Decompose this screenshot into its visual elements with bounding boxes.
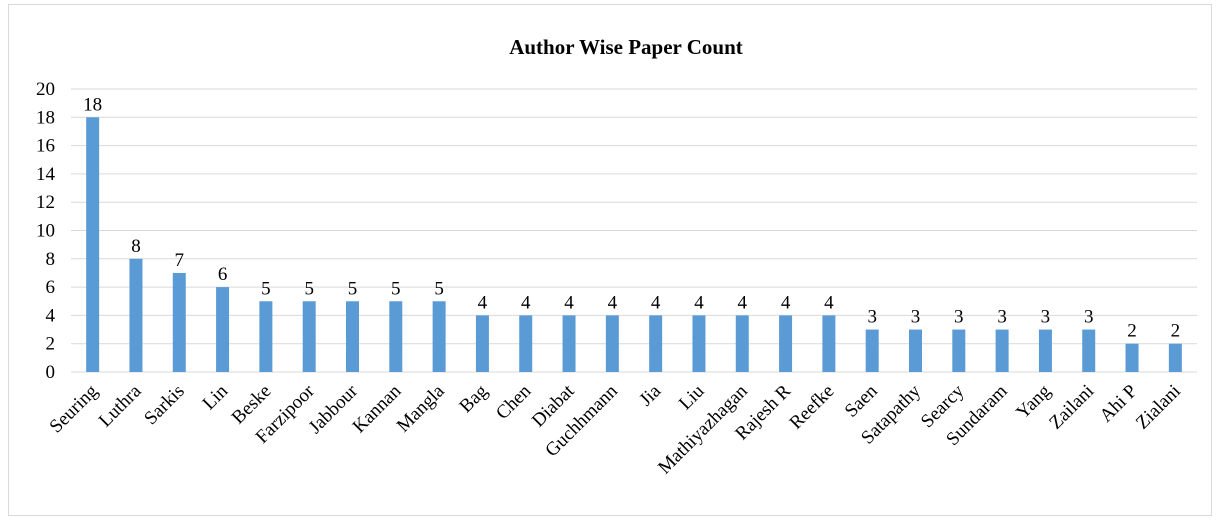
y-tick-label: 18 <box>36 107 55 128</box>
bar-beske <box>259 301 273 372</box>
bar-rajesh-r <box>779 315 793 372</box>
chart-title: Author Wise Paper Count <box>509 35 743 59</box>
y-tick-label: 20 <box>36 79 55 100</box>
bar-yang <box>1038 329 1052 372</box>
data-label: 4 <box>738 292 748 313</box>
data-label: 4 <box>781 292 791 313</box>
data-label: 4 <box>564 292 574 313</box>
data-label: 5 <box>348 278 358 299</box>
data-label: 4 <box>521 292 531 313</box>
bar-searcy <box>952 329 966 372</box>
data-label: 3 <box>1084 307 1094 328</box>
bar-kannan <box>389 301 403 372</box>
data-label: 3 <box>954 307 964 328</box>
y-tick-label: 16 <box>36 136 55 157</box>
data-label: 4 <box>651 292 661 313</box>
x-tick-label: Mangla <box>393 380 449 436</box>
bar-zialani <box>1168 343 1182 372</box>
data-label: 3 <box>1041 307 1051 328</box>
x-tick-label: Lin <box>199 380 233 414</box>
x-tick-label: Kannan <box>349 380 406 437</box>
bar-sarkis <box>172 272 186 372</box>
data-label: 2 <box>1127 321 1137 342</box>
data-label: 2 <box>1171 321 1181 342</box>
y-tick-label: 4 <box>46 305 56 326</box>
bar-mathiyazhagan <box>735 315 749 372</box>
y-tick-label: 12 <box>36 192 55 213</box>
y-tick-label: 0 <box>46 362 56 383</box>
bar-bag <box>475 315 489 372</box>
x-tick-label: Jabbour <box>305 380 363 438</box>
data-labels: 18 8 7 6 5 5 5 5 5 4 4 4 4 4 4 4 4 4 3 3 3 3 3 3 2 2 <box>83 94 1180 341</box>
x-tick-label: Bag <box>455 380 492 417</box>
bar-seuring <box>86 117 100 372</box>
data-label: 5 <box>261 278 271 299</box>
x-tick-label: Luthra <box>95 380 146 431</box>
data-label: 18 <box>83 94 102 115</box>
data-label: 5 <box>391 278 401 299</box>
y-tick-label: 14 <box>36 164 56 185</box>
bar-farzipoor <box>302 301 316 372</box>
bar-diabat <box>562 315 576 372</box>
bar-liu <box>692 315 706 372</box>
x-tick-label: Liu <box>675 380 709 414</box>
bar-reefke <box>822 315 836 372</box>
bar-sundaram <box>995 329 1009 372</box>
x-tick-label: Sarkis <box>140 381 188 429</box>
bar-saen <box>865 329 879 372</box>
data-label: 4 <box>694 292 704 313</box>
data-label: 7 <box>175 250 185 271</box>
x-tick-label: Jia <box>635 380 665 410</box>
bar-jia <box>649 315 663 372</box>
bar-mangla <box>432 301 446 372</box>
data-label: 5 <box>304 278 314 299</box>
bar-ahi-p <box>1125 343 1139 372</box>
bar-luthra <box>129 258 143 372</box>
data-label: 3 <box>911 307 921 328</box>
data-label: 5 <box>434 278 444 299</box>
bar-satapathy <box>909 329 922 372</box>
data-label: 4 <box>478 292 488 313</box>
x-tick-label: Zailani <box>1045 381 1098 434</box>
bar-zailani <box>1082 329 1096 372</box>
y-axis: 0 2 4 6 8 10 12 14 16 18 20 <box>36 79 56 383</box>
y-tick-label: 8 <box>46 249 56 270</box>
y-tick-label: 6 <box>46 277 56 298</box>
data-label: 4 <box>608 292 618 313</box>
y-tick-label: 2 <box>46 334 56 355</box>
data-label: 3 <box>867 307 877 328</box>
chart-frame: Author Wise Paper Count 0 2 4 6 8 10 12 14 16 18 2… <box>8 4 1212 516</box>
data-label: 6 <box>218 264 228 285</box>
data-label: 8 <box>131 236 141 257</box>
bar-guchhmann <box>605 315 619 372</box>
bars <box>86 117 1182 372</box>
bar-chart: Author Wise Paper Count 0 2 4 6 8 10 12 14 16 18 2… <box>36 35 1197 478</box>
bar-lin <box>216 287 230 372</box>
data-label: 4 <box>824 292 834 313</box>
x-tick-label: Zialani <box>1132 381 1185 434</box>
gridlines <box>71 88 1197 373</box>
y-tick-label: 10 <box>36 221 55 242</box>
x-tick-label: Seuring <box>46 380 103 437</box>
bar-jabbour <box>346 301 359 372</box>
x-tick-label: Reefke <box>786 381 839 434</box>
data-label: 3 <box>997 307 1007 328</box>
bar-chen <box>519 315 533 372</box>
